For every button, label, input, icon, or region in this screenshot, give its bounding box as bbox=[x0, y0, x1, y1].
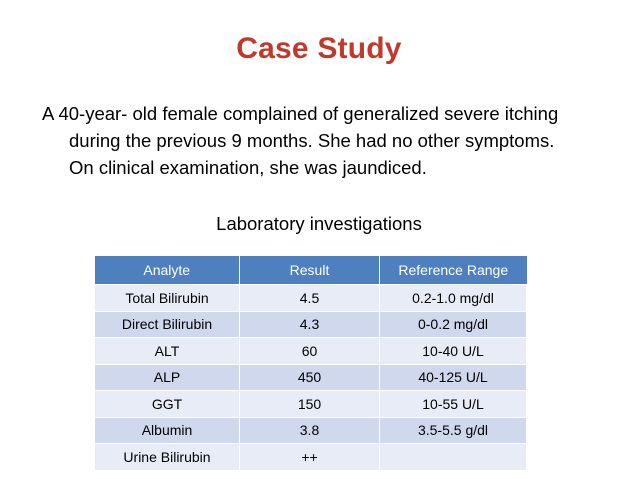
header-analyte: Analyte bbox=[94, 256, 240, 285]
analyte-cell: ALT bbox=[94, 337, 240, 365]
result-cell: 150 bbox=[239, 390, 380, 418]
lab-investigations-heading: Laboratory investigations bbox=[216, 213, 422, 234]
table-row: ALP 450 40-125 U/L bbox=[94, 363, 527, 391]
analyte-cell: Total Bilirubin bbox=[94, 284, 240, 312]
result-cell: 60 bbox=[239, 337, 380, 365]
header-result: Result bbox=[239, 256, 380, 285]
case-line-3: On clinical examination, she was jaundic… bbox=[69, 157, 427, 178]
result-cell: 3.8 bbox=[239, 416, 380, 444]
slide-title: Case Study bbox=[236, 32, 402, 65]
lab-results-table: Analyte Result Reference Range Total Bil… bbox=[94, 256, 527, 471]
reference-range-cell: 0.2-1.0 mg/dl bbox=[379, 284, 527, 312]
case-line-1: A 40-year- old female complained of gene… bbox=[42, 103, 559, 124]
table-header-row: Analyte Result Reference Range bbox=[94, 256, 527, 285]
analyte-cell: Urine Bilirubin bbox=[94, 443, 240, 471]
reference-range-cell bbox=[379, 443, 527, 471]
analyte-cell: Direct Bilirubin bbox=[94, 310, 240, 338]
reference-range-cell: 10-40 U/L bbox=[379, 337, 527, 365]
reference-range-cell: 10-55 U/L bbox=[379, 390, 527, 418]
analyte-cell: Albumin bbox=[94, 416, 240, 444]
reference-range-cell: 40-125 U/L bbox=[379, 363, 527, 391]
result-cell: 4.5 bbox=[239, 284, 380, 312]
table-row: Direct Bilirubin 4.3 0-0.2 mg/dl bbox=[94, 310, 527, 338]
analyte-cell: ALP bbox=[94, 363, 240, 391]
case-line-2: during the previous 9 months. She had no… bbox=[69, 130, 555, 151]
result-cell: 4.3 bbox=[239, 310, 380, 338]
table-row: Total Bilirubin 4.5 0.2-1.0 mg/dl bbox=[94, 284, 527, 312]
analyte-cell: GGT bbox=[94, 390, 240, 418]
result-cell: 450 bbox=[239, 363, 380, 391]
table-row: Urine Bilirubin ++ bbox=[94, 443, 527, 471]
table-row: GGT 150 10-55 U/L bbox=[94, 390, 527, 418]
result-cell: ++ bbox=[239, 443, 380, 471]
case-description: A 40-year- old female complained of gene… bbox=[42, 100, 612, 181]
table-row: Albumin 3.8 3.5-5.5 g/dl bbox=[94, 416, 527, 444]
reference-range-cell: 0-0.2 mg/dl bbox=[379, 310, 527, 338]
table-row: ALT 60 10-40 U/L bbox=[94, 337, 527, 365]
reference-range-cell: 3.5-5.5 g/dl bbox=[379, 416, 527, 444]
header-reference-range: Reference Range bbox=[379, 256, 527, 285]
